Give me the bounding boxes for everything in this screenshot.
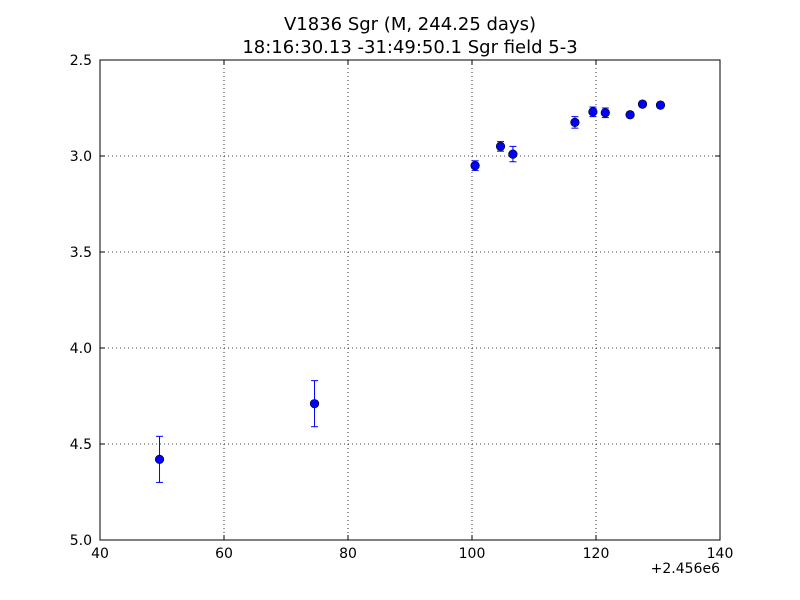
point-marker — [570, 117, 580, 127]
chart-title-line1: V1836 Sgr (M, 244.25 days) — [284, 14, 536, 35]
axes-frame — [99, 59, 721, 541]
point-marker — [637, 99, 648, 109]
point-marker — [309, 399, 320, 409]
data-point — [495, 141, 506, 152]
chart-title-line2: 18:16:30.13 -31:49:50.1 Sgr field 5-3 — [242, 37, 577, 58]
x-tick-label: 140 — [707, 546, 734, 562]
x-tick-label: 80 — [339, 546, 357, 562]
data-point — [655, 100, 666, 110]
axis-ticks: 40 60 80 100 120 140 2.5 3.0 3.5 4.0 4.5 5.0 — [70, 53, 734, 562]
data-point — [508, 145, 518, 163]
data-point — [637, 99, 648, 109]
data-point — [588, 106, 598, 118]
data-point — [309, 380, 320, 428]
y-tick-label: 2.5 — [70, 53, 92, 69]
data-point — [600, 107, 610, 119]
point-marker — [470, 161, 480, 171]
point-marker — [625, 110, 635, 120]
x-offset-label: +2.456e6 — [651, 561, 720, 577]
y-tick-label: 4.0 — [70, 341, 92, 357]
grid — [100, 60, 720, 540]
y-tick-label: 4.5 — [70, 437, 92, 453]
data-point — [470, 160, 480, 171]
point-marker — [600, 108, 610, 118]
y-tick-label: 3.5 — [70, 245, 92, 261]
x-tick-label: 100 — [459, 546, 486, 562]
data-point — [625, 110, 635, 120]
point-marker — [154, 454, 165, 464]
point-marker — [588, 107, 598, 117]
data-point — [570, 116, 580, 129]
point-marker — [495, 141, 506, 151]
point-marker — [655, 100, 666, 110]
data-point — [154, 435, 165, 483]
x-tick-label: 60 — [215, 546, 233, 562]
x-tick-label: 120 — [583, 546, 610, 562]
point-marker — [508, 149, 518, 159]
y-tick-label: 5.0 — [70, 533, 92, 549]
data-points — [154, 99, 666, 483]
x-tick-label: 40 — [91, 546, 109, 562]
y-tick-label: 3.0 — [70, 149, 92, 165]
